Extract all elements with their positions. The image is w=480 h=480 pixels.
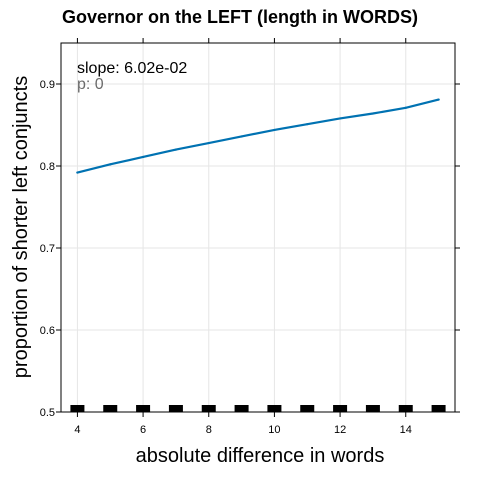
data-point xyxy=(437,98,440,101)
p-value-annotation: p: 0 xyxy=(77,76,104,93)
x-tick-label: 10 xyxy=(268,424,280,436)
rug-mark xyxy=(333,405,348,412)
x-tick-label: 6 xyxy=(140,424,146,436)
data-point xyxy=(306,123,309,126)
y-tick-label: 0.8 xyxy=(40,161,55,173)
plot-frame xyxy=(60,42,456,413)
data-point xyxy=(141,155,145,159)
rug-mark xyxy=(398,405,413,412)
data-point xyxy=(76,171,79,174)
x-axis-label: absolute difference in words xyxy=(136,445,385,467)
y-tick-label: 0.7 xyxy=(40,243,55,255)
x-tick-label: 12 xyxy=(334,424,346,436)
series-line xyxy=(76,98,440,174)
data-point xyxy=(174,148,178,151)
data-point xyxy=(240,135,243,138)
rug-mark xyxy=(136,405,151,412)
data-point xyxy=(109,163,112,166)
data-point xyxy=(371,112,375,115)
series-layer xyxy=(76,98,440,174)
data-point xyxy=(338,117,342,120)
data-point xyxy=(404,106,407,109)
rug-mark xyxy=(431,405,446,412)
data-point xyxy=(207,141,210,145)
rug-mark xyxy=(103,405,118,412)
x-tick-label: 14 xyxy=(400,424,412,436)
data-point xyxy=(273,128,276,132)
rug-mark xyxy=(201,405,216,412)
rug-mark xyxy=(70,405,85,412)
y-tick-label: 0.6 xyxy=(40,325,55,337)
chart-title: Governor on the LEFT (length in WORDS) xyxy=(62,7,418,27)
y-tick-label: 0.9 xyxy=(40,79,55,91)
y-tick-label: 0.5 xyxy=(40,407,55,419)
y-axis-label: proportion of shorter left conjuncts xyxy=(10,76,32,378)
x-tick-label: 8 xyxy=(206,424,212,436)
rug-mark xyxy=(168,405,183,412)
rug-layer xyxy=(70,405,446,412)
rug-mark xyxy=(300,405,315,412)
y-axis: 0.5 0.6 0.7 0.8 0.9 xyxy=(40,79,460,419)
rug-mark xyxy=(365,405,380,412)
rug-mark xyxy=(267,405,282,412)
rug-mark xyxy=(234,405,249,412)
x-axis: 4 6 8 10 12 14 xyxy=(74,38,412,436)
grid xyxy=(61,43,455,413)
x-tick-label: 4 xyxy=(74,424,80,436)
slope-annotation: slope: 6.02e-02 xyxy=(77,60,187,77)
